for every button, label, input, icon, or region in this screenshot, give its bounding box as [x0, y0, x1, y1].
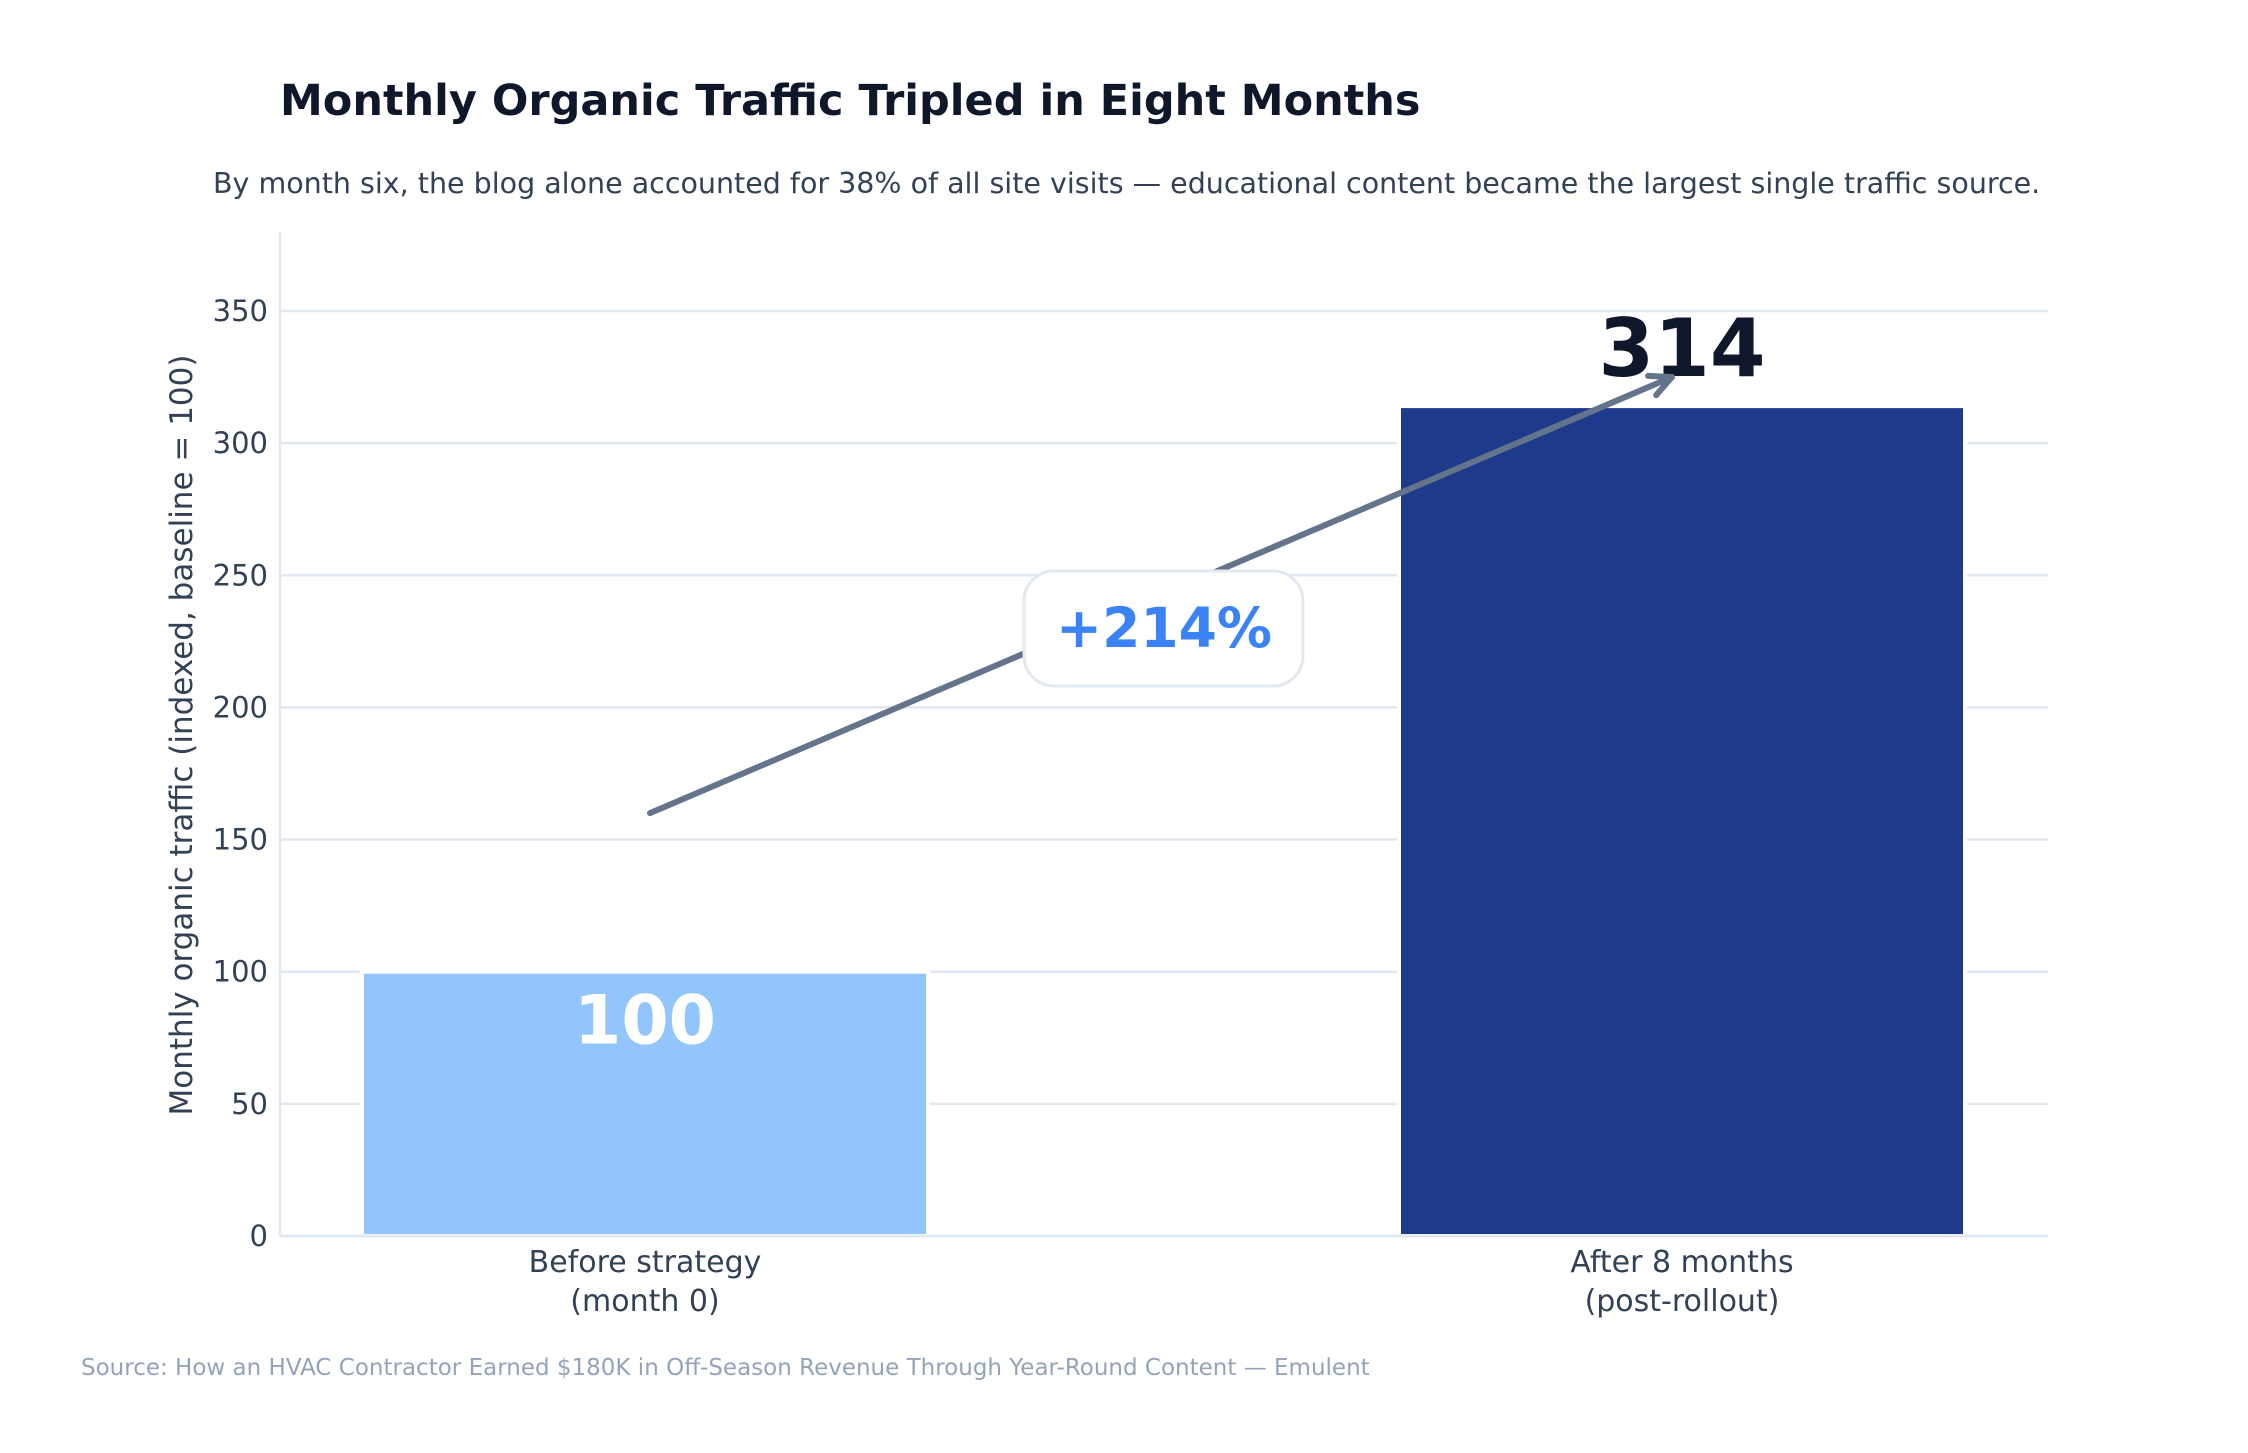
- annotation: +214%: [647, 372, 1675, 817]
- y-tick-label: 0: [250, 1219, 268, 1253]
- bars: 100 314: [360, 302, 1967, 1238]
- bar: [1397, 404, 1967, 1238]
- chart-subtitle: By month six, the blog alone accounted f…: [213, 167, 2040, 200]
- y-axis-label: Monthly organic traffic (indexed, baseli…: [164, 355, 200, 1116]
- annotation-box: [1022, 569, 1305, 688]
- x-tick-label: After 8 months: [1570, 1245, 1793, 1280]
- source-note: Source: How an HVAC Contractor Earned $1…: [81, 1355, 1370, 1381]
- y-tick-label: 100: [213, 955, 268, 989]
- data-label: 100: [574, 982, 716, 1061]
- annotation-label: +214%: [1056, 596, 1272, 660]
- y-tick-label: 50: [231, 1087, 268, 1121]
- x-tick-label: (month 0): [570, 1284, 719, 1319]
- x-tick-label: Before strategy: [529, 1245, 762, 1280]
- y-tick-label: 150: [213, 823, 268, 857]
- y-tick-label: 200: [213, 690, 268, 724]
- chart-title: Monthly Organic Traffic Tripled in Eight…: [280, 76, 1421, 126]
- y-tick-label: 250: [213, 558, 268, 592]
- x-tick-label: (post-rollout): [1585, 1284, 1780, 1319]
- y-tick-label: 300: [213, 426, 268, 460]
- y-tick-label: 350: [213, 294, 268, 328]
- data-label: 314: [1599, 302, 1766, 395]
- axes: 0 50 100 150 200 250 300 350 Before strategy (mon…: [213, 231, 2048, 1319]
- arrow-head-icon: [1645, 372, 1675, 399]
